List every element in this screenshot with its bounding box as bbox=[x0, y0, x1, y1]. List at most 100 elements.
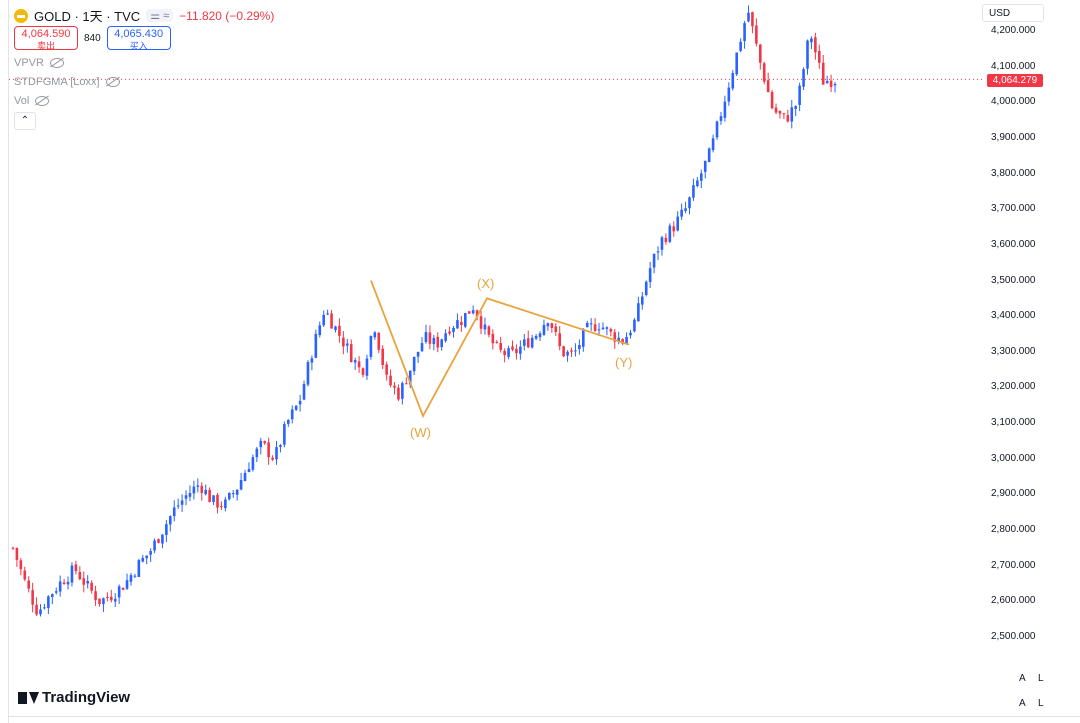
candle[interactable] bbox=[664, 233, 668, 245]
candle[interactable] bbox=[747, 5, 750, 23]
candle[interactable] bbox=[192, 480, 196, 500]
candle[interactable] bbox=[703, 160, 707, 179]
candle[interactable] bbox=[566, 350, 569, 362]
collapse-indicators-button[interactable]: ⌃ bbox=[14, 112, 36, 130]
candle[interactable] bbox=[515, 344, 518, 360]
candle[interactable] bbox=[420, 337, 424, 352]
candle[interactable] bbox=[759, 43, 762, 70]
candle[interactable] bbox=[464, 312, 467, 329]
candle[interactable] bbox=[58, 575, 62, 597]
candle[interactable] bbox=[582, 328, 585, 352]
candle[interactable] bbox=[290, 405, 294, 424]
candle[interactable] bbox=[672, 221, 676, 237]
candle[interactable] bbox=[137, 558, 141, 577]
candle[interactable] bbox=[231, 489, 235, 498]
candle[interactable] bbox=[239, 472, 243, 491]
candle[interactable] bbox=[180, 494, 184, 512]
candle[interactable] bbox=[731, 70, 735, 91]
candle[interactable] bbox=[66, 576, 70, 590]
candle[interactable] bbox=[495, 340, 499, 344]
candle[interactable] bbox=[172, 500, 176, 522]
candle[interactable] bbox=[86, 575, 89, 589]
candle[interactable] bbox=[141, 554, 145, 563]
candle[interactable] bbox=[165, 519, 168, 543]
candle[interactable] bbox=[499, 336, 502, 353]
symbol-title[interactable]: GOLD · 1天 · TVC bbox=[34, 9, 141, 24]
candle[interactable] bbox=[405, 377, 408, 385]
market-status-pill[interactable]: ⚌ ≈ bbox=[146, 9, 174, 22]
candle[interactable] bbox=[19, 558, 23, 576]
eye-hidden-icon[interactable] bbox=[49, 58, 64, 68]
candle[interactable] bbox=[283, 421, 286, 448]
candle[interactable] bbox=[161, 534, 164, 549]
candle[interactable] bbox=[644, 280, 648, 297]
candle[interactable] bbox=[593, 318, 597, 332]
candle[interactable] bbox=[798, 82, 801, 112]
candle[interactable] bbox=[287, 419, 290, 427]
candle[interactable] bbox=[436, 332, 440, 353]
candle[interactable] bbox=[574, 343, 577, 357]
candle[interactable] bbox=[774, 103, 778, 115]
indicator-vol[interactable]: Vol bbox=[14, 95, 50, 107]
candle[interactable] bbox=[452, 326, 455, 338]
candle[interactable] bbox=[456, 313, 459, 330]
candle[interactable] bbox=[684, 201, 687, 214]
candle[interactable] bbox=[357, 356, 361, 373]
candle[interactable] bbox=[542, 319, 546, 337]
candle[interactable] bbox=[310, 355, 314, 371]
candle[interactable] bbox=[806, 39, 809, 75]
candle[interactable] bbox=[365, 354, 369, 380]
candle[interactable] bbox=[609, 327, 613, 337]
elliott-wave-line[interactable] bbox=[370, 280, 630, 419]
candle[interactable] bbox=[98, 598, 101, 607]
candle[interactable] bbox=[125, 573, 129, 590]
candle[interactable] bbox=[479, 310, 483, 335]
candle[interactable] bbox=[471, 305, 475, 315]
candle[interactable] bbox=[794, 105, 797, 117]
candle[interactable] bbox=[739, 38, 742, 53]
candle[interactable] bbox=[719, 111, 723, 125]
candle[interactable] bbox=[326, 309, 329, 316]
candle[interactable] bbox=[723, 95, 727, 122]
candle[interactable] bbox=[62, 578, 66, 585]
candle[interactable] bbox=[393, 381, 396, 395]
candle[interactable] bbox=[349, 339, 353, 363]
candle[interactable] bbox=[267, 437, 270, 465]
candle[interactable] bbox=[385, 361, 388, 381]
candle[interactable] bbox=[507, 345, 510, 360]
log-scale-button[interactable]: L bbox=[1038, 673, 1044, 684]
eye-hidden-icon[interactable] bbox=[105, 77, 120, 87]
candle[interactable] bbox=[338, 318, 341, 343]
candle[interactable] bbox=[259, 437, 263, 455]
candle[interactable] bbox=[550, 322, 554, 333]
candle[interactable] bbox=[786, 109, 790, 123]
candle[interactable] bbox=[755, 18, 758, 47]
candle[interactable] bbox=[204, 484, 207, 496]
auto-scale-button-2[interactable]: A bbox=[1019, 698, 1026, 709]
candle[interactable] bbox=[818, 44, 821, 69]
candle[interactable] bbox=[117, 584, 121, 604]
candle[interactable] bbox=[424, 324, 428, 344]
candle[interactable] bbox=[821, 54, 825, 85]
candle[interactable] bbox=[145, 555, 148, 565]
candle[interactable] bbox=[578, 339, 581, 355]
candle[interactable] bbox=[216, 492, 219, 514]
indicator-stdfgma[interactable]: STDFGMA [Loxx] bbox=[14, 76, 120, 88]
auto-scale-button[interactable]: A bbox=[1019, 673, 1026, 684]
candle[interactable] bbox=[483, 317, 487, 335]
candle[interactable] bbox=[306, 360, 310, 387]
candle[interactable] bbox=[692, 178, 695, 201]
candle[interactable] bbox=[503, 348, 506, 363]
candle[interactable] bbox=[90, 580, 93, 594]
candle[interactable] bbox=[467, 311, 471, 314]
candle[interactable] bbox=[676, 211, 679, 232]
candle[interactable] bbox=[601, 322, 605, 330]
candle[interactable] bbox=[401, 381, 404, 405]
candle[interactable] bbox=[700, 169, 703, 189]
candle[interactable] bbox=[110, 589, 113, 603]
candle[interactable] bbox=[74, 560, 78, 575]
candle[interactable] bbox=[487, 325, 491, 338]
candle[interactable] bbox=[43, 603, 46, 610]
candle[interactable] bbox=[416, 351, 420, 363]
candle[interactable] bbox=[613, 328, 617, 349]
